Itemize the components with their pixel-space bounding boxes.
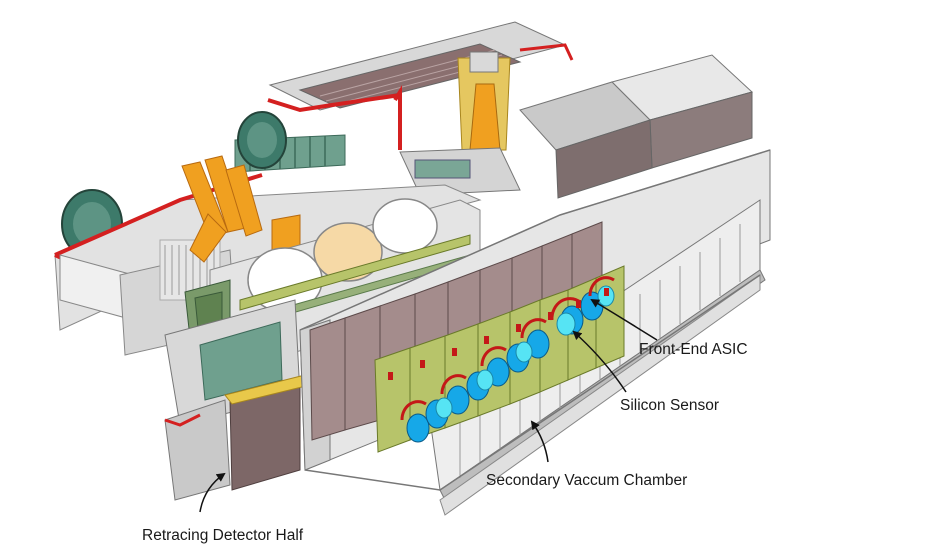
arrow-secondary-vacuum-chamber bbox=[530, 420, 549, 463]
arrow-retracting-detector-half bbox=[199, 472, 226, 513]
arrow-silicon-sensor bbox=[572, 330, 627, 393]
upper-right-box bbox=[519, 54, 754, 199]
retracting-detector-half-label: Retracing Detector Half bbox=[142, 527, 304, 544]
retracting-detector-half bbox=[164, 299, 311, 501]
arrow-front-end-asic bbox=[590, 298, 658, 341]
rf-box-top bbox=[399, 51, 521, 196]
upper-frame bbox=[267, 21, 574, 150]
silicon-sensor-label: Silicon Sensor bbox=[620, 397, 720, 414]
secondary-vacuum-chamber-label: Secondary Vaccum Chamber bbox=[486, 472, 688, 489]
chamber-front-edge bbox=[299, 149, 771, 491]
silicon-module-stack bbox=[309, 221, 625, 453]
front-end-asic-label: Front-End ASIC bbox=[639, 341, 748, 358]
flange-upper bbox=[237, 111, 287, 169]
callout-arrows bbox=[199, 298, 658, 513]
